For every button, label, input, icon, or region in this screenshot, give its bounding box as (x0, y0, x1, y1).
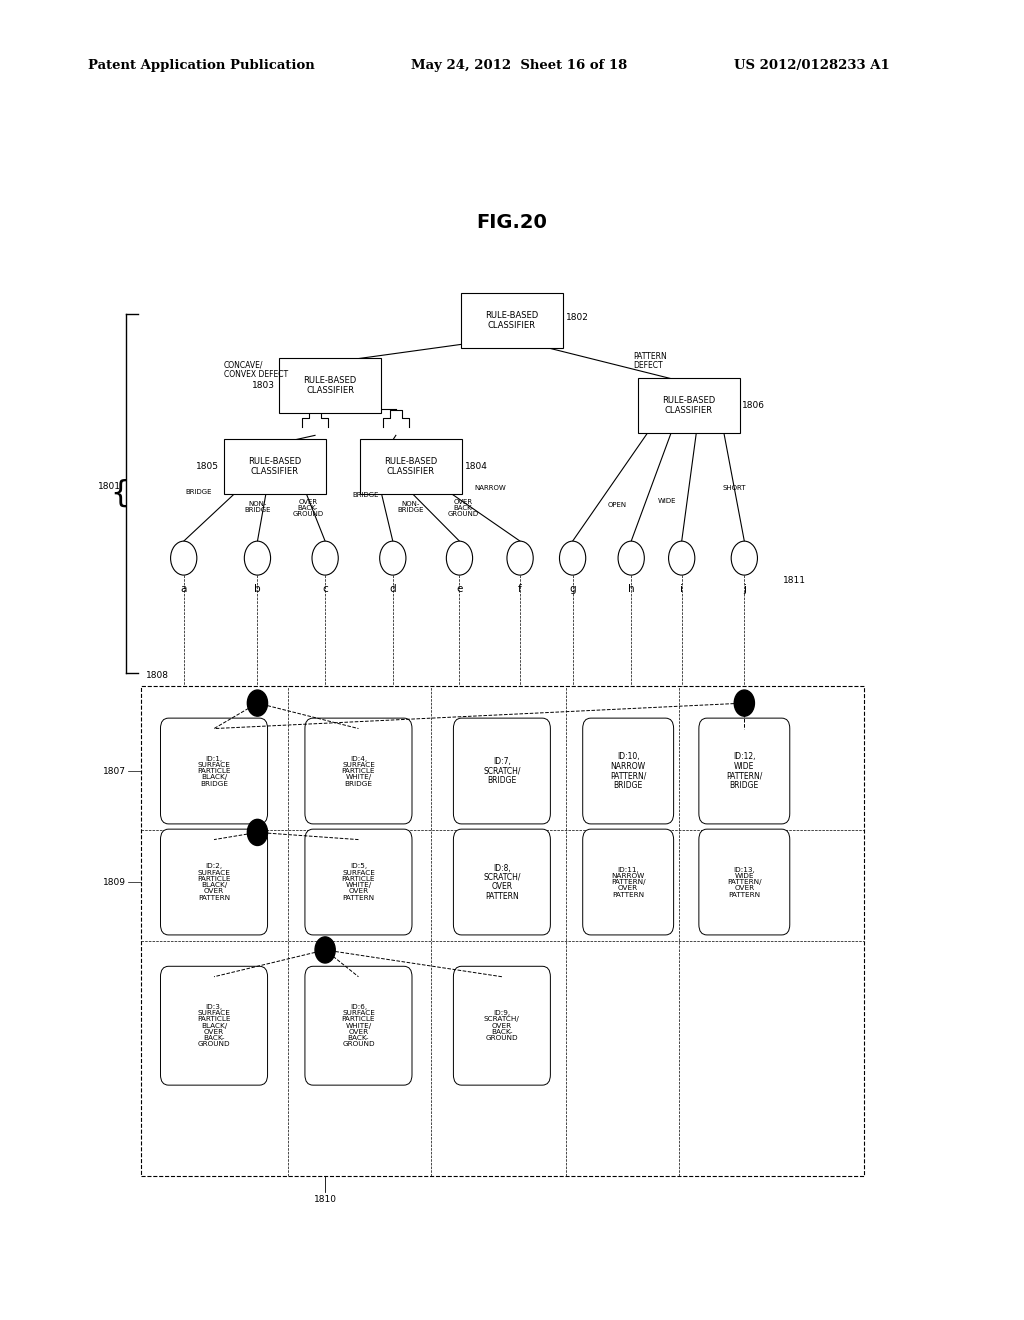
Circle shape (248, 690, 267, 717)
Text: CONCAVE/
CONVEX DEFECT: CONCAVE/ CONVEX DEFECT (224, 360, 288, 379)
Text: 1806: 1806 (742, 401, 765, 409)
Text: c: c (323, 585, 328, 594)
FancyBboxPatch shape (454, 829, 550, 935)
Text: 1809: 1809 (103, 878, 126, 887)
Text: ID:1,
SURFACE
PARTICLE
BLACK/
BRIDGE: ID:1, SURFACE PARTICLE BLACK/ BRIDGE (198, 755, 230, 787)
Text: ID:11,
NARROW
PATTERN/
OVER
PATTERN: ID:11, NARROW PATTERN/ OVER PATTERN (611, 866, 645, 898)
FancyBboxPatch shape (161, 966, 267, 1085)
Text: PATTERN
DEFECT: PATTERN DEFECT (633, 351, 667, 370)
Text: ID:10,
NARROW
PATTERN/
BRIDGE: ID:10, NARROW PATTERN/ BRIDGE (610, 752, 646, 789)
Text: OVER
BACK-
GROUND: OVER BACK- GROUND (447, 499, 479, 517)
FancyBboxPatch shape (161, 829, 267, 935)
Text: ID:3,
SURFACE
PARTICLE
BLACK/
OVER
BACK-
GROUND: ID:3, SURFACE PARTICLE BLACK/ OVER BACK-… (198, 1005, 230, 1048)
Text: ID:4,
SURFACE
PARTICLE
WHITE/
BRIDGE: ID:4, SURFACE PARTICLE WHITE/ BRIDGE (342, 755, 375, 787)
Circle shape (312, 541, 338, 576)
Circle shape (618, 541, 644, 576)
Text: RULE-BASED
CLASSIFIER: RULE-BASED CLASSIFIER (248, 457, 301, 477)
FancyBboxPatch shape (360, 440, 462, 494)
FancyBboxPatch shape (454, 966, 550, 1085)
Text: SHORT: SHORT (723, 484, 745, 491)
Text: 1805: 1805 (196, 462, 219, 471)
Text: d: d (389, 585, 396, 594)
Circle shape (380, 541, 406, 576)
Text: i: i (680, 585, 683, 594)
Text: ID:9,
SCRATCH/
OVER
BACK-
GROUND: ID:9, SCRATCH/ OVER BACK- GROUND (484, 1010, 520, 1041)
Text: h: h (628, 585, 635, 594)
FancyBboxPatch shape (454, 718, 550, 824)
Circle shape (171, 541, 197, 576)
Text: ID:6,
SURFACE
PARTICLE
WHITE/
OVER
BACK-
GROUND: ID:6, SURFACE PARTICLE WHITE/ OVER BACK-… (342, 1005, 375, 1048)
Circle shape (734, 690, 755, 717)
Text: Patent Application Publication: Patent Application Publication (88, 59, 314, 73)
Text: 1807: 1807 (103, 767, 126, 776)
Text: 1802: 1802 (565, 313, 589, 322)
FancyBboxPatch shape (583, 718, 674, 824)
Text: RULE-BASED
CLASSIFIER: RULE-BASED CLASSIFIER (303, 376, 356, 395)
Circle shape (507, 541, 534, 576)
Circle shape (446, 541, 473, 576)
FancyBboxPatch shape (141, 686, 863, 1176)
Circle shape (669, 541, 695, 576)
Text: BRIDGE: BRIDGE (185, 488, 212, 495)
Text: NON-
BRIDGE: NON- BRIDGE (244, 502, 270, 513)
Text: ID:12,
WIDE
PATTERN/
BRIDGE: ID:12, WIDE PATTERN/ BRIDGE (726, 752, 763, 789)
Text: ID:2,
SURFACE
PARTICLE
BLACK/
OVER
PATTERN: ID:2, SURFACE PARTICLE BLACK/ OVER PATTE… (198, 863, 230, 900)
FancyBboxPatch shape (223, 440, 326, 494)
Text: {: { (110, 479, 129, 508)
Text: a: a (180, 585, 187, 594)
FancyBboxPatch shape (280, 358, 381, 413)
Text: May 24, 2012  Sheet 16 of 18: May 24, 2012 Sheet 16 of 18 (411, 59, 628, 73)
Text: b: b (254, 585, 261, 594)
Text: f: f (518, 585, 522, 594)
Text: US 2012/0128233 A1: US 2012/0128233 A1 (734, 59, 890, 73)
FancyBboxPatch shape (461, 293, 563, 348)
FancyBboxPatch shape (305, 966, 412, 1085)
Text: ID:7,
SCRATCH/
BRIDGE: ID:7, SCRATCH/ BRIDGE (483, 758, 520, 785)
Text: ID:13,
WIDE
PATTERN/
OVER
PATTERN: ID:13, WIDE PATTERN/ OVER PATTERN (727, 866, 762, 898)
Text: 1810: 1810 (313, 1195, 337, 1204)
Text: j: j (742, 585, 745, 594)
FancyBboxPatch shape (305, 718, 412, 824)
Text: WIDE: WIDE (657, 498, 676, 504)
FancyBboxPatch shape (698, 718, 790, 824)
Text: 1801: 1801 (98, 482, 121, 491)
Text: RULE-BASED
CLASSIFIER: RULE-BASED CLASSIFIER (663, 396, 716, 414)
Circle shape (248, 820, 267, 846)
FancyBboxPatch shape (161, 718, 267, 824)
Text: FIG.20: FIG.20 (476, 213, 548, 232)
FancyBboxPatch shape (698, 829, 790, 935)
Circle shape (315, 937, 335, 964)
Text: e: e (457, 585, 463, 594)
Text: NON-
BRIDGE: NON- BRIDGE (397, 502, 424, 513)
Text: 1804: 1804 (465, 462, 487, 471)
Text: RULE-BASED
CLASSIFIER: RULE-BASED CLASSIFIER (384, 457, 437, 477)
Circle shape (559, 541, 586, 576)
Text: BRIDGE: BRIDGE (352, 492, 379, 499)
Text: RULE-BASED
CLASSIFIER: RULE-BASED CLASSIFIER (485, 312, 539, 330)
Text: 1803: 1803 (252, 381, 274, 391)
Text: ID:5,
SURFACE
PARTICLE
WHITE/
OVER
PATTERN: ID:5, SURFACE PARTICLE WHITE/ OVER PATTE… (342, 863, 375, 900)
Text: 1808: 1808 (146, 671, 169, 680)
Text: g: g (569, 585, 575, 594)
Text: OVER
BACK-
GROUND: OVER BACK- GROUND (293, 499, 324, 517)
FancyBboxPatch shape (305, 829, 412, 935)
Circle shape (245, 541, 270, 576)
Circle shape (731, 541, 758, 576)
Text: OPEN: OPEN (607, 502, 627, 508)
FancyBboxPatch shape (638, 378, 739, 433)
Text: NARROW: NARROW (474, 484, 506, 491)
FancyBboxPatch shape (583, 829, 674, 935)
Text: ID:8,
SCRATCH/
OVER
PATTERN: ID:8, SCRATCH/ OVER PATTERN (483, 863, 520, 900)
Text: 1811: 1811 (782, 576, 806, 585)
